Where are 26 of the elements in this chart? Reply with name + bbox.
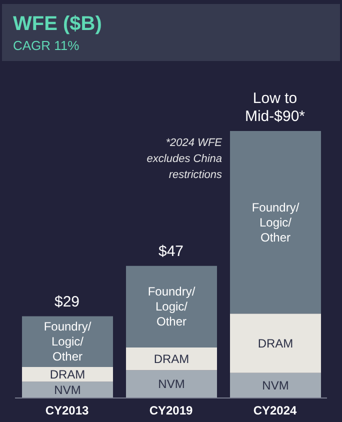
annotation: $29 <box>54 293 80 310</box>
chart-subtitle: CAGR 11% <box>13 38 80 53</box>
text: Foundry/Logic/Other <box>148 284 196 329</box>
text: DRAM <box>154 352 190 366</box>
series-label: DRAM <box>50 367 86 382</box>
bar <box>22 382 113 398</box>
bar <box>230 372 321 398</box>
text: NVM <box>158 377 185 392</box>
chart-title: WFE ($B) <box>13 13 102 36</box>
x-tick-label: CY2013 <box>45 404 90 418</box>
bar <box>126 266 217 348</box>
text: DRAM <box>258 336 294 350</box>
bar <box>126 370 217 398</box>
x-tick-label: CY2019 <box>149 404 194 418</box>
bar <box>126 348 217 370</box>
bar <box>230 131 321 314</box>
x-tick-label: CY2024 <box>253 404 298 418</box>
series-label: Foundry/Logic/Other <box>44 320 92 364</box>
annotation: *2024 WFE excludes China restrictions <box>146 136 222 183</box>
bar <box>230 314 321 373</box>
bar <box>22 316 113 368</box>
series-label: NVM <box>54 382 81 397</box>
annotation: $47 <box>158 242 184 260</box>
text: NVM <box>262 378 289 392</box>
annotation: Low to Mid-$90* <box>244 90 306 125</box>
text: Foundry/Logic/Other <box>252 200 300 244</box>
